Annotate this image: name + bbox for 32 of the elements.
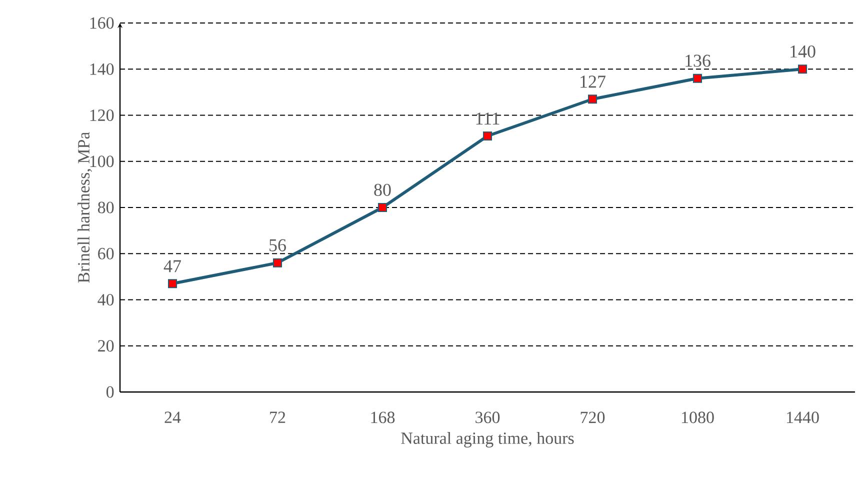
y-tick-label: 140 xyxy=(90,63,114,75)
x-tick-label: 24 xyxy=(164,412,181,423)
point xyxy=(273,258,282,268)
y-tick-label: 120 xyxy=(90,110,114,121)
y-tick-label: 80 xyxy=(98,202,114,214)
x-tick-label: 72 xyxy=(270,412,286,423)
data-label: 80 xyxy=(374,184,391,196)
y-tick-label: 0 xyxy=(106,386,114,398)
y-tick-label: 20 xyxy=(98,340,114,352)
point xyxy=(483,132,492,141)
x-tick-label: 360 xyxy=(476,412,500,424)
y-tick-label: 160 xyxy=(90,17,114,29)
x-axis-title: Natural aging time, hours xyxy=(401,432,574,448)
x-tick-label: 1080 xyxy=(682,412,714,424)
data-label: 47 xyxy=(164,260,181,272)
point xyxy=(378,203,388,212)
data-label: 127 xyxy=(580,76,606,88)
point xyxy=(168,279,177,288)
y-axis-title: Brinell hardness, MPa xyxy=(78,132,92,283)
data-label: 111 xyxy=(476,112,500,124)
data-label: 136 xyxy=(686,54,710,67)
data-label: 140 xyxy=(790,45,816,58)
y-tick-label: 40 xyxy=(98,294,114,306)
point xyxy=(693,74,702,83)
point xyxy=(798,64,808,74)
x-tick-label: 1440 xyxy=(786,412,819,424)
y-tick-label: 100 xyxy=(90,156,114,168)
x-tick-label: 720 xyxy=(580,412,605,424)
point xyxy=(588,94,598,104)
y-tick-label: 60 xyxy=(98,248,114,260)
x-tick-label: 168 xyxy=(371,412,395,424)
data-label: 56 xyxy=(270,239,286,252)
